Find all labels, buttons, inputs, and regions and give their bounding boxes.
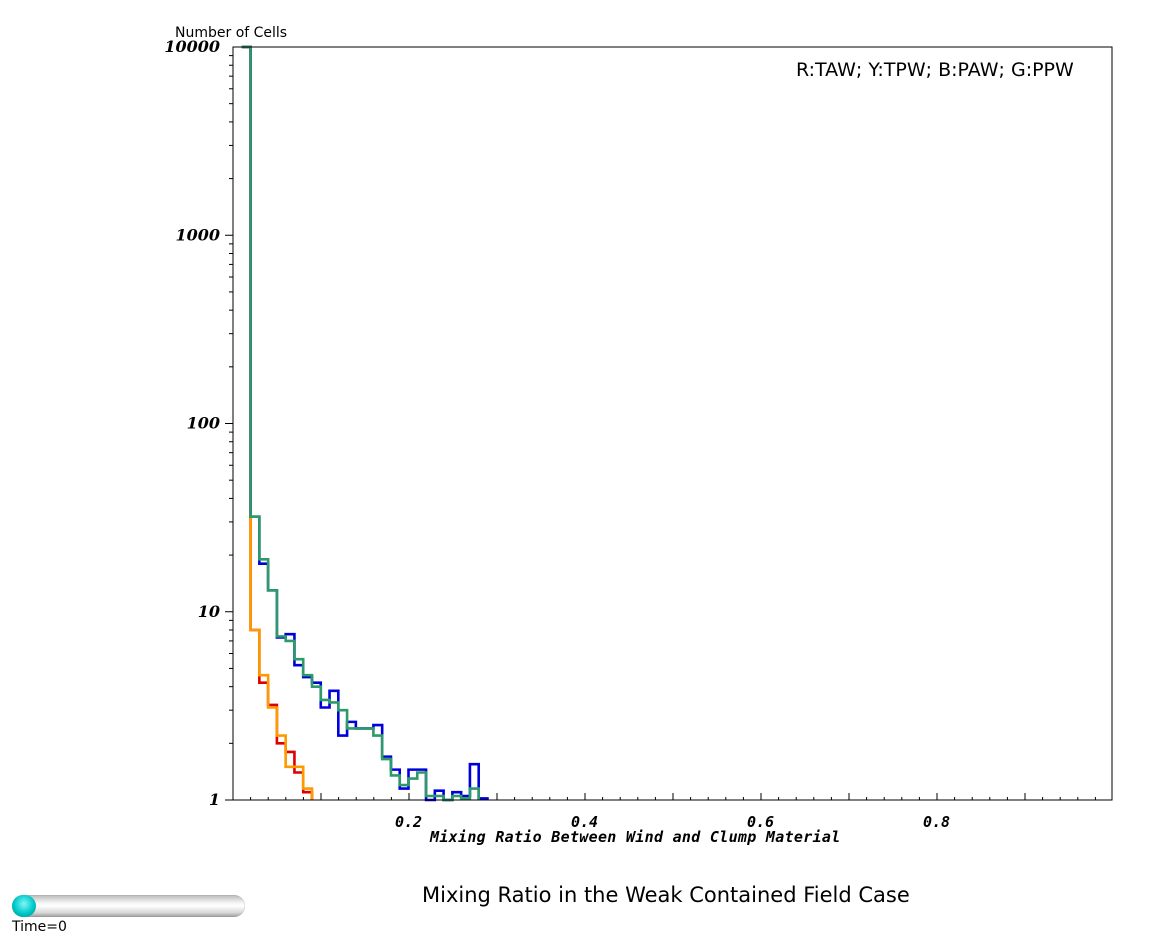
y-tick-label: 10	[198, 602, 220, 621]
series-paw-line	[241, 45, 489, 802]
tick-labels: 0.2 0.4 0.6 0.8 1 10 100 1000 10000	[164, 37, 950, 831]
x-tick-label: 0.8	[923, 813, 950, 831]
time-slider-knob[interactable]	[12, 895, 36, 917]
y-axis-label: Number of Cells	[175, 25, 288, 41]
axis-ticks	[225, 55, 1096, 801]
time-label: Time=0	[12, 919, 67, 935]
series-taw-line	[241, 45, 314, 800]
time-slider[interactable]	[12, 895, 245, 917]
x-tick-label: 0.6	[747, 813, 774, 831]
series-ppw-line	[241, 45, 480, 802]
x-tick-label: 0.2	[395, 813, 422, 831]
legend-text: R:TAW; Y:TPW; B:PAW; G:PPW	[796, 59, 1074, 81]
chart-title: Mixing Ratio in the Weak Contained Field…	[422, 883, 910, 907]
y-tick-label: 1000	[175, 225, 220, 244]
series-tpw-line	[241, 45, 314, 800]
y-tick-label: 100	[187, 414, 220, 433]
y-tick-label: 1	[209, 790, 220, 809]
x-tick-label: 0.4	[571, 813, 598, 831]
plot-frame	[232, 46, 1113, 801]
y-tick-label: 10000	[164, 37, 220, 56]
series-group	[241, 45, 489, 802]
x-axis-label: Mixing Ratio Between Wind and Clump Mate…	[430, 828, 841, 846]
